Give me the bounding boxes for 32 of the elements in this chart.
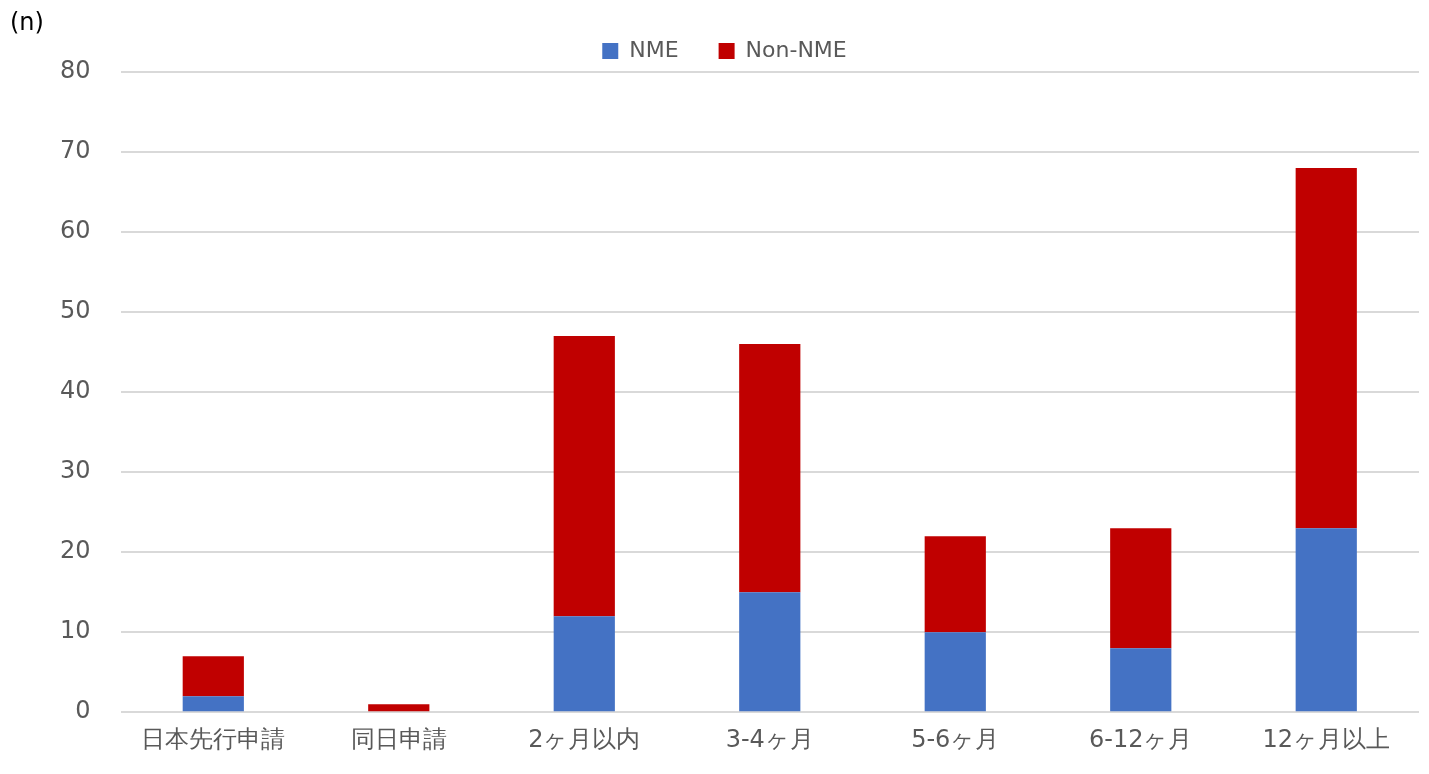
bar <box>924 536 986 633</box>
bar <box>1110 528 1172 649</box>
x-tick-label: 日本先行申請 <box>141 724 286 753</box>
y-tick-label: 0 <box>75 696 91 725</box>
x-tick-label: 12ヶ月以上 <box>1262 724 1391 753</box>
y-tick-label: 40 <box>59 376 91 405</box>
y-axis-title: (n) <box>10 8 44 37</box>
bar <box>1110 648 1172 712</box>
legend-label: Non-NME <box>745 36 847 62</box>
x-tick-label: 6-12ヶ月 <box>1089 724 1193 753</box>
y-tick-label: 60 <box>59 216 91 245</box>
y-tick-label: 50 <box>59 296 91 325</box>
y-tick-label: 30 <box>59 456 91 485</box>
y-tick-label: 80 <box>59 56 91 85</box>
bar <box>368 704 430 712</box>
x-tick-label: 2ヶ月以内 <box>528 724 641 753</box>
bar <box>739 592 801 712</box>
bar <box>1295 168 1357 529</box>
bar <box>739 344 801 593</box>
y-tick-label: 70 <box>59 136 91 165</box>
bar <box>1295 528 1357 712</box>
x-tick-label: 5-6ヶ月 <box>911 724 1000 753</box>
y-tick-label: 20 <box>59 536 91 565</box>
bar <box>924 632 986 712</box>
x-tick-label: 3-4ヶ月 <box>725 724 814 753</box>
bar <box>182 696 244 712</box>
bar <box>553 336 615 617</box>
y-tick-label: 10 <box>59 616 91 645</box>
bar <box>182 656 244 697</box>
bar <box>553 616 615 712</box>
x-tick-label: 同日申請 <box>350 724 447 753</box>
legend-label: NME <box>629 36 679 62</box>
